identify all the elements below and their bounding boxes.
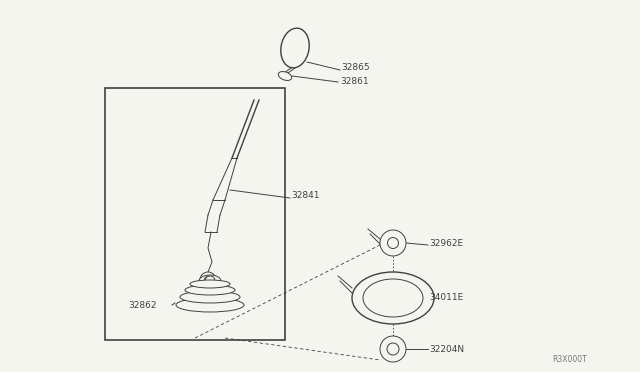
Ellipse shape xyxy=(199,275,221,287)
Circle shape xyxy=(200,272,216,288)
Ellipse shape xyxy=(185,285,235,295)
Ellipse shape xyxy=(180,291,240,303)
Text: 34011E: 34011E xyxy=(429,294,463,302)
Text: 32204N: 32204N xyxy=(429,344,464,353)
Circle shape xyxy=(387,237,399,248)
Bar xyxy=(105,88,285,340)
Text: R3X000T: R3X000T xyxy=(552,356,587,365)
Text: 32865: 32865 xyxy=(341,64,370,73)
Text: 32862: 32862 xyxy=(128,301,157,310)
Ellipse shape xyxy=(352,272,434,324)
Ellipse shape xyxy=(363,279,423,317)
Ellipse shape xyxy=(278,71,292,80)
Ellipse shape xyxy=(281,28,309,68)
Circle shape xyxy=(380,230,406,256)
Circle shape xyxy=(205,276,215,286)
Circle shape xyxy=(380,336,406,362)
Circle shape xyxy=(387,343,399,355)
Ellipse shape xyxy=(176,298,244,312)
Text: 32962E: 32962E xyxy=(429,238,463,247)
Ellipse shape xyxy=(190,280,230,288)
Text: 32841: 32841 xyxy=(291,192,319,201)
Circle shape xyxy=(205,276,211,283)
Text: 32861: 32861 xyxy=(340,77,369,87)
